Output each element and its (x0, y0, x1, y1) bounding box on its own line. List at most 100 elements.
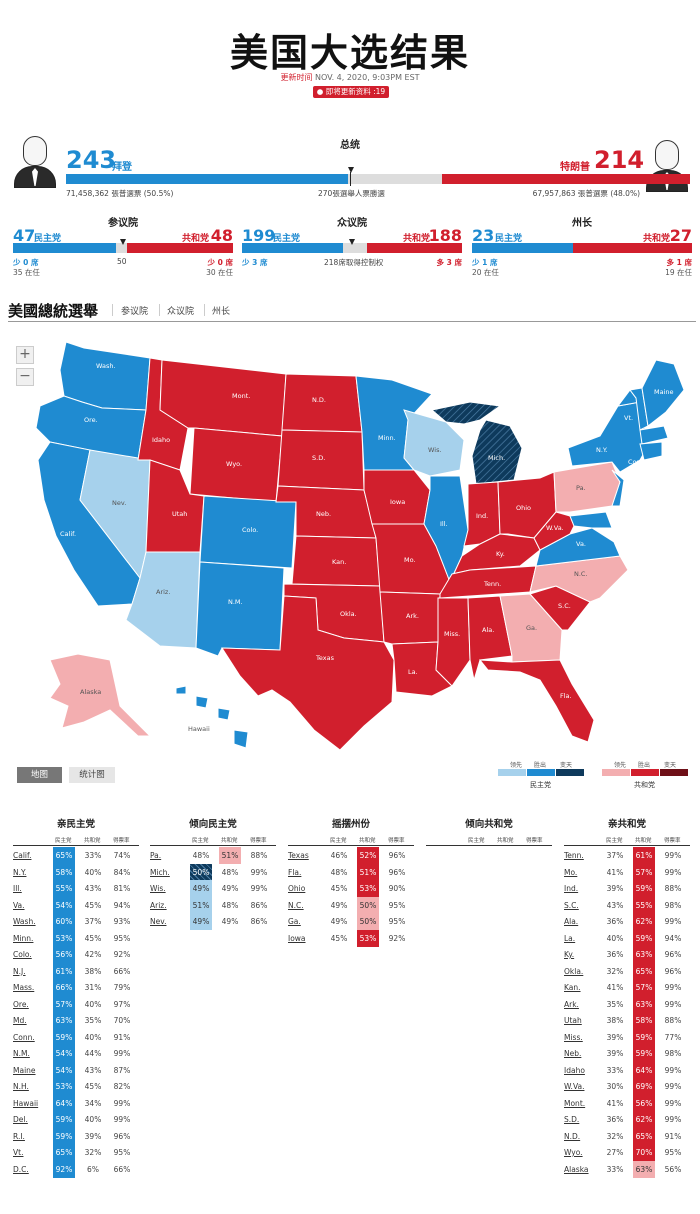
table-row[interactable]: Ga. 49% 50% 95% (288, 913, 414, 930)
state-link[interactable]: Neb. (564, 1049, 582, 1058)
state-link[interactable]: N.D. (564, 1131, 581, 1141)
state-link[interactable]: Nev. (150, 917, 167, 926)
table-row[interactable]: N.D. 32% 65% 91% (564, 1127, 690, 1145)
state-link[interactable]: Minn. (13, 933, 34, 943)
table-row[interactable]: Va. 54% 45% 94% (13, 896, 139, 914)
state-link[interactable]: Md. (13, 1016, 27, 1025)
state-link[interactable]: Fla. (288, 867, 302, 877)
table-row[interactable]: S.C. 43% 55% 98% (564, 896, 690, 914)
state-link[interactable]: Mass. (13, 983, 35, 992)
table-row[interactable]: Ala. 36% 62% 99% (564, 913, 690, 930)
table-row[interactable]: Mich. 50% 48% 99% (150, 863, 276, 881)
table-row[interactable]: Idaho 33% 64% 99% (564, 1061, 690, 1079)
state-link[interactable]: N.J. (13, 966, 26, 976)
state-link[interactable]: Vt. (13, 1148, 24, 1157)
state-link[interactable]: Utah (564, 1016, 582, 1025)
state-link[interactable]: Wyo. (564, 1148, 583, 1157)
state-link[interactable]: Kan. (564, 983, 581, 992)
state-link[interactable]: N.C. (288, 900, 304, 910)
table-row[interactable]: Ind. 39% 59% 88% (564, 880, 690, 897)
table-row[interactable]: Wash. 60% 37% 93% (13, 913, 139, 930)
state-link[interactable]: Mich. (150, 867, 170, 877)
table-row[interactable]: Hawaii 64% 34% 99% (13, 1094, 139, 1112)
state-link[interactable]: Ky. (564, 950, 575, 959)
table-row[interactable]: Ill. 55% 43% 81% (13, 880, 139, 897)
state-link[interactable]: Del. (13, 1115, 28, 1124)
state-link[interactable]: Ill. (13, 884, 22, 893)
table-row[interactable]: Miss. 39% 59% 77% (564, 1028, 690, 1046)
state-link[interactable]: Miss. (564, 1032, 583, 1042)
state-link[interactable]: Iowa (288, 933, 306, 943)
state-link[interactable]: N.M. (13, 1049, 30, 1058)
state-link[interactable]: La. (564, 933, 576, 943)
state-link[interactable]: Mo. (564, 867, 578, 877)
state-link[interactable]: D.C. (13, 1164, 29, 1174)
table-row[interactable]: Texas 46% 52% 96% (288, 847, 414, 864)
table-row[interactable]: N.J. 61% 38% 66% (13, 962, 139, 980)
state-link[interactable]: Conn. (13, 1032, 35, 1042)
state-link[interactable]: Colo. (13, 950, 32, 959)
tab-map[interactable]: 地图 (17, 767, 62, 783)
state-link[interactable]: Wash. (13, 917, 36, 926)
table-row[interactable]: Ore. 57% 40% 97% (13, 995, 139, 1013)
table-row[interactable]: Ky. 36% 63% 96% (564, 946, 690, 963)
table-row[interactable]: Okla. 32% 65% 96% (564, 962, 690, 980)
state-link[interactable]: Ore. (13, 999, 29, 1009)
state-link[interactable]: Wis. (150, 884, 166, 893)
table-row[interactable]: W.Va. 30% 69% 99% (564, 1078, 690, 1095)
state-link[interactable]: Alaska (564, 1164, 589, 1174)
table-row[interactable]: N.M. 54% 44% 99% (13, 1045, 139, 1062)
table-row[interactable]: Iowa 45% 53% 92% (288, 929, 414, 947)
zoom-out-button[interactable]: − (16, 368, 34, 386)
nav-tab-governor[interactable]: 州长 (212, 307, 231, 317)
state-link[interactable]: N.Y. (13, 867, 27, 877)
table-row[interactable]: Fla. 48% 51% 96% (288, 863, 414, 881)
table-row[interactable]: Maine 54% 43% 87% (13, 1061, 139, 1079)
state-link[interactable]: Ind. (564, 884, 579, 893)
state-link[interactable]: N.H. (13, 1082, 29, 1091)
zoom-in-button[interactable]: + (16, 346, 34, 364)
table-row[interactable]: Mo. 41% 57% 99% (564, 863, 690, 881)
nav-tab-senate[interactable]: 参议院 (121, 307, 149, 317)
table-row[interactable]: Md. 63% 35% 70% (13, 1012, 139, 1029)
table-row[interactable]: La. 40% 59% 94% (564, 929, 690, 947)
table-row[interactable]: Pa. 48% 51% 88% (150, 847, 276, 864)
state-link[interactable]: Mont. (564, 1098, 586, 1108)
state-link[interactable]: Tenn. (564, 851, 584, 860)
state-link[interactable]: Ala. (564, 917, 579, 926)
table-row[interactable]: Utah 38% 58% 88% (564, 1012, 690, 1029)
table-row[interactable]: Del. 59% 40% 99% (13, 1111, 139, 1128)
state-link[interactable]: Pa. (150, 851, 162, 860)
table-row[interactable]: N.Y. 58% 40% 84% (13, 863, 139, 881)
table-row[interactable]: N.H. 53% 45% 82% (13, 1078, 139, 1095)
table-row[interactable]: Wyo. 27% 70% 95% (564, 1144, 690, 1161)
table-row[interactable]: S.D. 36% 62% 99% (564, 1111, 690, 1128)
table-row[interactable]: Ohio 45% 53% 90% (288, 880, 414, 897)
table-row[interactable]: Mont. 41% 56% 99% (564, 1094, 690, 1112)
state-link[interactable]: Idaho (564, 1065, 585, 1075)
state-link[interactable]: Ohio (288, 884, 306, 893)
state-link[interactable]: Hawaii (13, 1098, 39, 1108)
state-link[interactable]: Ark. (564, 999, 579, 1009)
state-link[interactable]: S.C. (564, 900, 579, 910)
table-row[interactable]: Minn. 53% 45% 95% (13, 929, 139, 947)
table-row[interactable]: Nev. 49% 49% 86% (150, 913, 276, 930)
state-link[interactable]: Va. (13, 900, 25, 910)
state-link[interactable]: Maine (13, 1065, 36, 1075)
table-row[interactable]: Ariz. 51% 48% 86% (150, 896, 276, 914)
table-row[interactable]: Mass. 66% 31% 79% (13, 979, 139, 996)
table-row[interactable]: D.C. 92% 6% 66% (13, 1160, 139, 1178)
tab-chart[interactable]: 统计图 (69, 767, 115, 783)
state-link[interactable]: R.I. (13, 1131, 25, 1141)
table-row[interactable]: Neb. 39% 59% 98% (564, 1045, 690, 1062)
nav-brand[interactable]: 美國總統選舉 (8, 302, 99, 320)
table-row[interactable]: Wis. 49% 49% 99% (150, 880, 276, 897)
state-link[interactable]: Texas (288, 851, 309, 860)
state-link[interactable]: Ariz. (150, 900, 167, 910)
state-link[interactable]: Okla. (564, 966, 584, 976)
state-link[interactable]: Calif. (13, 851, 32, 860)
table-row[interactable]: N.C. 49% 50% 95% (288, 896, 414, 914)
nav-tab-house[interactable]: 众议院 (167, 307, 195, 317)
table-row[interactable]: Kan. 41% 57% 99% (564, 979, 690, 996)
table-row[interactable]: Vt. 65% 32% 95% (13, 1144, 139, 1161)
